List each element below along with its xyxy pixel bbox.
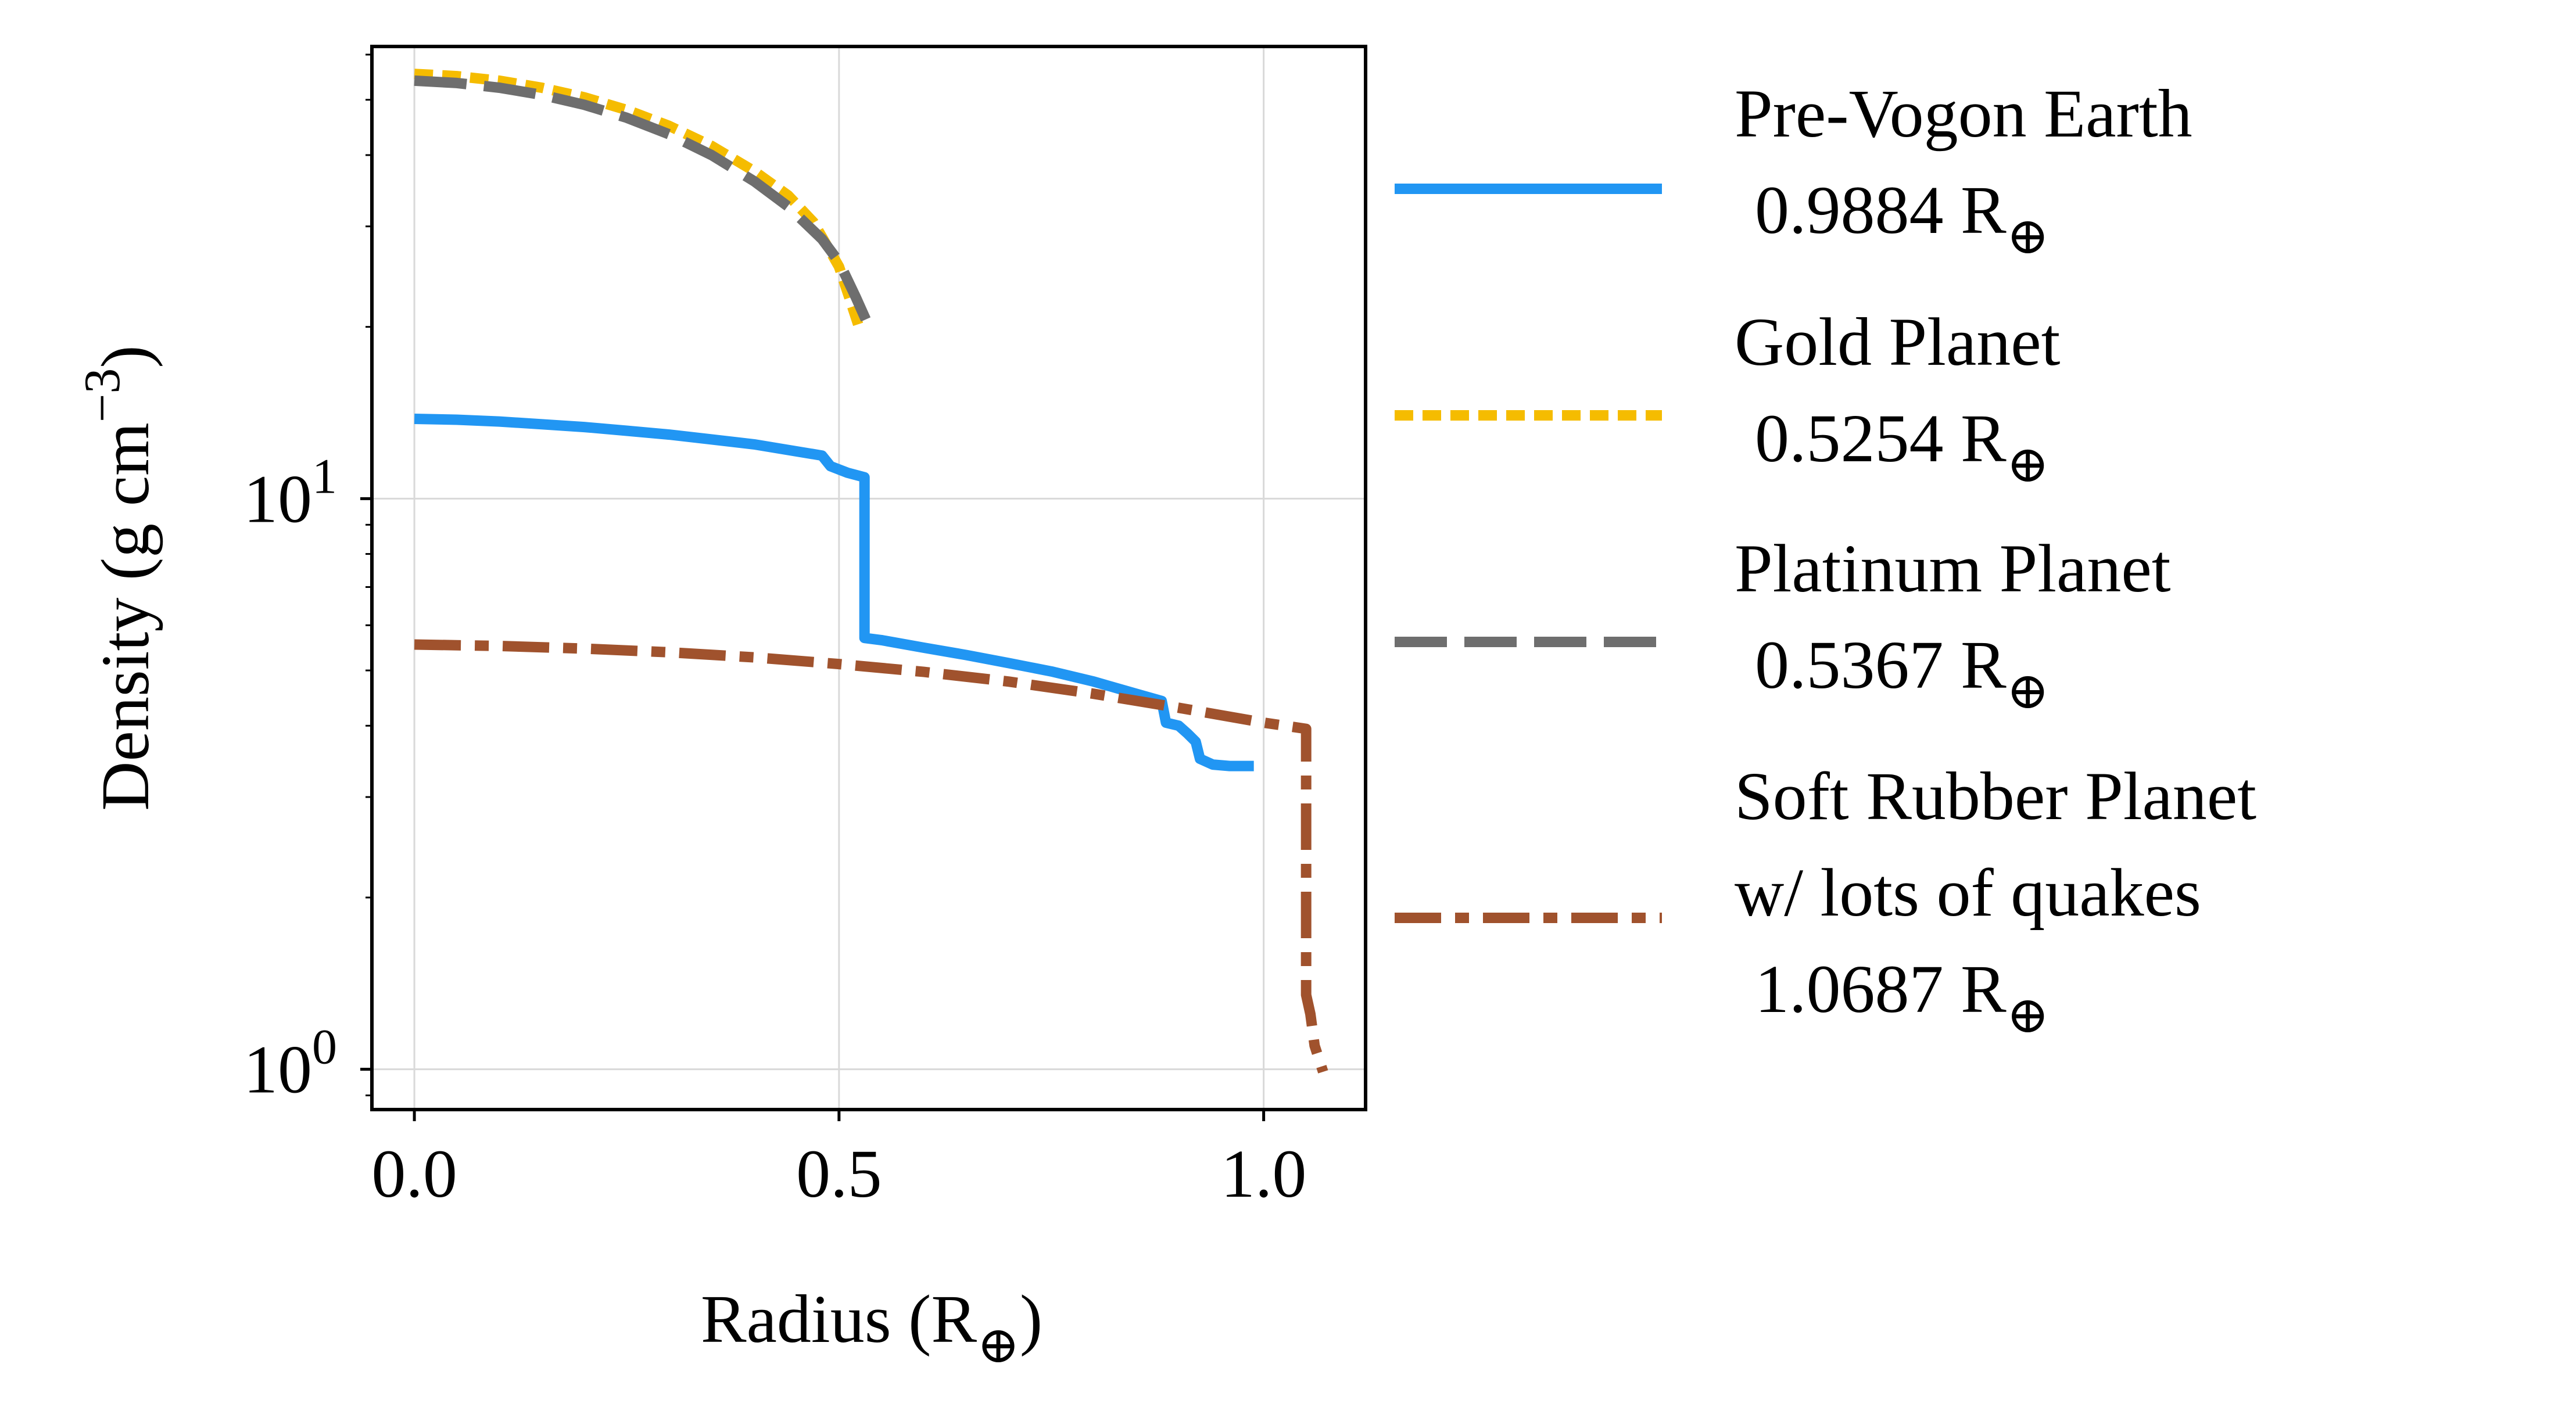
legend-label-4: Soft Rubber Planet w/ lots of quakes 1.068…	[1735, 758, 2256, 1044]
series-line-1	[414, 414, 1254, 771]
legend-label-2: Gold Planet 0.5254 R⊕	[1735, 304, 2061, 493]
series-line-2	[414, 69, 866, 334]
series-line-4	[414, 639, 1328, 1074]
grid	[372, 46, 1366, 1110]
plot-frame	[370, 45, 1367, 1111]
legend: Pre-Vogon Earth 0.9884 R⊕ Gold Planet 0.525…	[1395, 76, 2256, 1044]
x-tick-label: 0.5	[796, 1136, 882, 1212]
y-tick-label: 101	[243, 448, 337, 537]
x-tick-label: 1.0	[1221, 1136, 1307, 1212]
axis-ticks: 0.0 0.5 1.0 100 101	[243, 53, 1307, 1212]
x-tick-label: 0.0	[371, 1136, 457, 1212]
legend-label-1: Pre-Vogon Earth 0.9884 R⊕	[1735, 76, 2192, 265]
x-axis-label: Radius (R⊕)	[701, 1281, 1042, 1374]
legend-label-3: Platinum Planet 0.5367 R⊕	[1735, 530, 2171, 720]
series-line-3	[414, 75, 875, 332]
series-lines	[414, 69, 1328, 1074]
y-axis-label: Density (g cm−3)	[74, 345, 163, 810]
y-tick-label: 100	[243, 1019, 337, 1108]
